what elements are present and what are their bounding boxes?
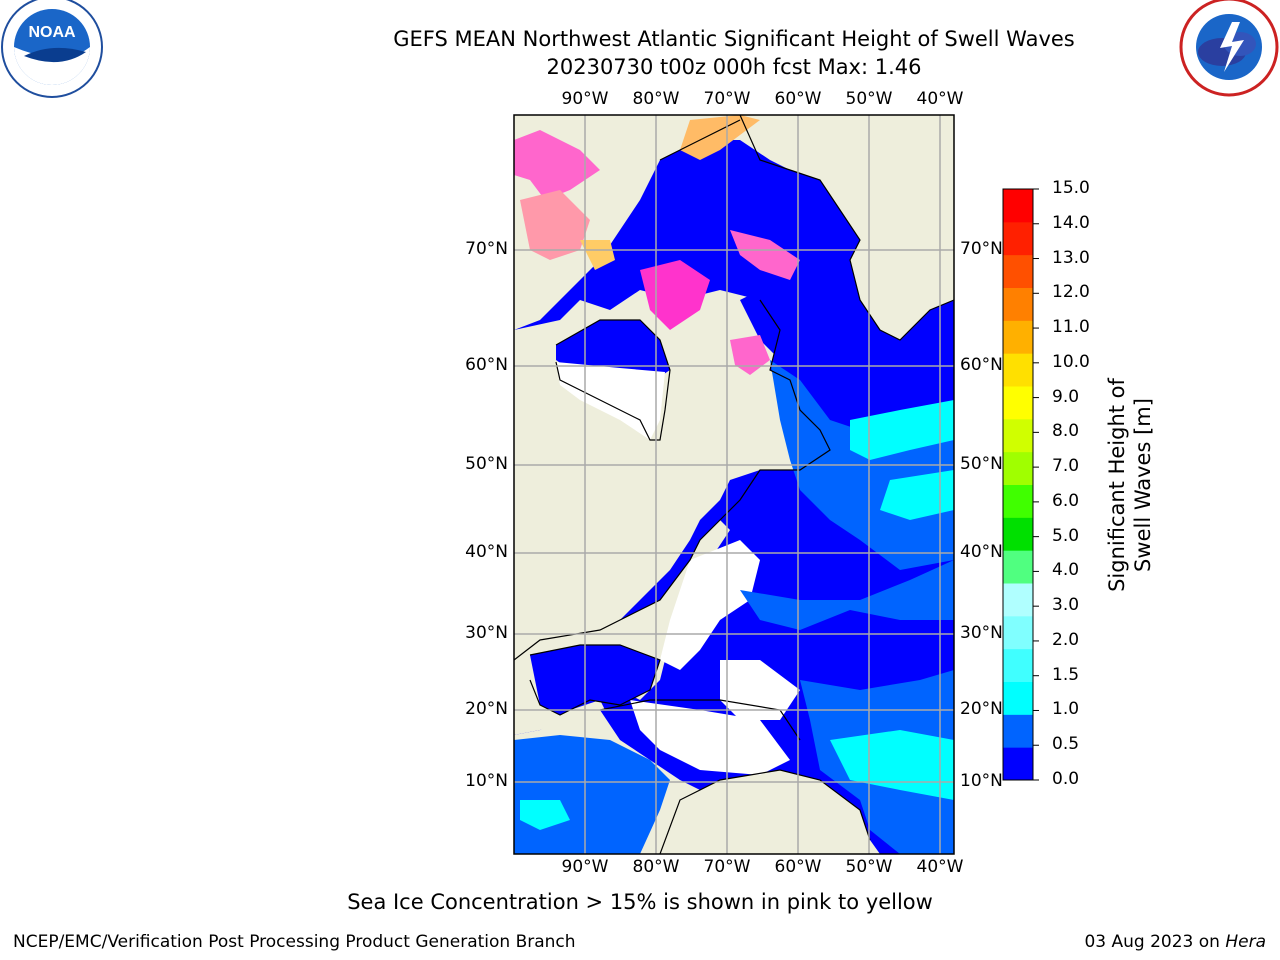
colorbar-tick-label: 5.0 (1052, 525, 1080, 546)
shelf-white-1 (660, 540, 760, 670)
sea-ice-4 (680, 115, 760, 160)
colorbar-tick-label: 3.0 (1052, 595, 1080, 616)
lon-tick-bottom: 80°W (632, 857, 680, 877)
lat-tick-right: 50°N (960, 454, 1003, 474)
lat-tick-right: 30°N (960, 623, 1003, 643)
swell-mid-2 (740, 560, 954, 630)
baffin-bay (660, 140, 850, 280)
colorbar-swatch (1003, 254, 1033, 288)
colorbar-swatch (1003, 287, 1033, 321)
swell-high-1 (850, 400, 954, 460)
lon-tick-top: 70°W (703, 89, 751, 109)
colorbar-tick-label: 2.0 (1052, 629, 1080, 650)
colorbar-tick-label: 6.0 (1052, 490, 1080, 511)
colorbar-swatch (1003, 681, 1033, 715)
chart-subtitle: 20230730 t00z 000h fcst Max: 1.46 (546, 55, 922, 79)
colorbar-swatch (1003, 583, 1033, 617)
colorbar-swatch (1003, 221, 1033, 256)
lat-tick-left: 30°N (465, 623, 508, 643)
sea-ice-2 (520, 190, 590, 260)
labrador-sea (740, 280, 954, 440)
colorbar-title: Significant Height of Swell Waves [m] (1105, 378, 1155, 592)
colorbar-swatch (1003, 550, 1033, 584)
lon-tick-top: 60°W (774, 89, 822, 109)
colorbar-tick-label: 0.5 (1052, 734, 1080, 755)
land-south-america (660, 770, 880, 854)
swell-high-2 (880, 470, 954, 520)
lon-tick-bottom: 50°W (845, 857, 893, 877)
colorbar-swatch (1003, 418, 1033, 453)
colorbar-tick-label: 15.0 (1052, 178, 1090, 198)
land-greenland (730, 115, 954, 340)
colorbar-tick-label: 9.0 (1052, 386, 1080, 407)
map-frame (513, 114, 955, 855)
lat-tick-left: 20°N (465, 699, 508, 719)
colorbar-tick-label: 8.0 (1052, 421, 1080, 442)
colorbar-swatch (1003, 189, 1033, 223)
colorbar-swatch (1003, 353, 1033, 387)
colorbar-swatch (1003, 320, 1033, 354)
lat-tick-right: 20°N (960, 699, 1003, 719)
colorbar-swatch (1003, 484, 1033, 518)
lat-tick-right: 10°N (960, 771, 1003, 791)
lon-tick-bottom: 90°W (561, 857, 609, 877)
lat-tick-left: 70°N (465, 239, 508, 259)
hudson-bay-white (556, 362, 665, 440)
lon-tick-top: 40°W (916, 89, 964, 109)
colorbar-tick-label: 10.0 (1052, 351, 1090, 372)
graticule (514, 115, 954, 854)
colorbar-swatch (1003, 615, 1033, 650)
lat-tick-left: 40°N (465, 542, 508, 562)
lon-tick-bottom: 60°W (774, 857, 822, 877)
noaa-logo-text: NOAA (28, 24, 76, 41)
sea-ice-1 (514, 130, 600, 200)
lon-tick-top: 90°W (561, 89, 609, 109)
colorbar-tick-label: 14.0 (1052, 212, 1090, 233)
noaa-logo: NOAA (1, 0, 103, 98)
gulf-of-mexico (530, 645, 660, 715)
lat-tick-right: 60°N (960, 355, 1003, 375)
sea-ice-footnote: Sea Ice Concentration > 15% is shown in … (347, 890, 933, 914)
colorbar-tick-label: 4.0 (1052, 560, 1080, 581)
lon-tick-bottom: 70°W (703, 857, 751, 877)
colorbar-tick-label: 11.0 (1052, 317, 1090, 338)
colorbar (1002, 188, 1039, 781)
colorbar-swatch (1003, 386, 1033, 420)
credit-host: Hera (1225, 932, 1266, 952)
map-area (514, 115, 954, 854)
lat-tick-left: 50°N (465, 454, 508, 474)
lat-tick-left: 60°N (465, 355, 508, 375)
colorbar-tick-label: 7.0 (1052, 456, 1080, 477)
swell-high-4 (520, 800, 570, 830)
lat-tick-left: 10°N (465, 771, 508, 791)
colorbar-tick-label: 12.0 (1052, 282, 1090, 303)
chart-title: GEFS MEAN Northwest Atlantic Significant… (393, 27, 1075, 51)
lat-tick-right: 70°N (960, 239, 1003, 259)
shelf-white-3 (630, 700, 790, 775)
colorbar-swatch (1003, 517, 1033, 551)
credit-right: 03 Aug 2023 on Hera (1084, 932, 1266, 952)
sea-ice-7 (580, 240, 615, 270)
lon-tick-bottom: 40°W (916, 857, 964, 877)
colorbar-tick-label: 13.0 (1052, 247, 1090, 268)
sea-ice-6 (730, 335, 770, 375)
lon-tick-top: 80°W (632, 89, 680, 109)
colorbar-swatch (1003, 747, 1033, 781)
colorbar-swatch (1003, 451, 1033, 485)
colorbar-tick-label: 1.5 (1052, 664, 1080, 685)
credit-date: 03 Aug 2023 on (1084, 932, 1220, 952)
colorbar-swatch (1003, 648, 1033, 682)
lat-tick-right: 40°N (960, 542, 1003, 562)
colorbar-frame (1002, 188, 1034, 781)
colorbar-swatch (1003, 714, 1033, 748)
shelf-white-2 (720, 660, 800, 720)
nws-logo (1179, 0, 1279, 97)
colorbar-tick-label: 0.0 (1052, 769, 1080, 789)
colorbar-tick-label: 1.0 (1052, 699, 1080, 720)
lon-tick-top: 50°W (845, 89, 893, 109)
sea-ice-3 (640, 260, 710, 330)
sea-ice-5 (730, 230, 800, 280)
credit-left: NCEP/EMC/Verification Post Processing Pr… (13, 932, 576, 952)
